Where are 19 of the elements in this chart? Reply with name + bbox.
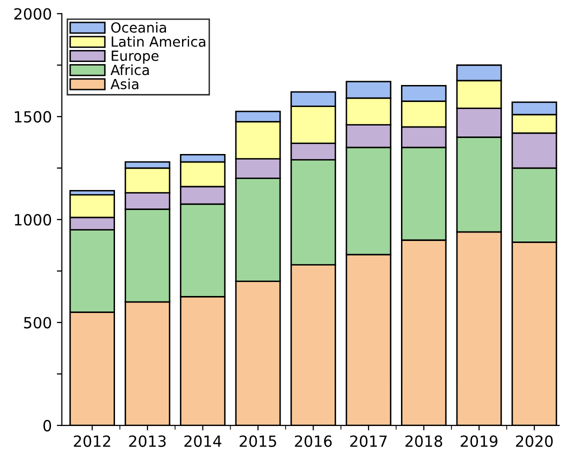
x-tick-label: 2013: [129, 435, 166, 447]
y-tick-label: 1000: [14, 214, 52, 226]
x-tick-label: 2017: [350, 435, 387, 447]
x-tick-label: 2012: [74, 435, 110, 447]
x-tick-label: 2016: [294, 435, 332, 447]
legend-label: Oceania: [111, 22, 166, 33]
legend-label: Asia: [110, 78, 138, 90]
x-tick-label: 2014: [184, 435, 222, 447]
legend-label: Latin America: [112, 36, 206, 47]
y-tick-label: 2000: [14, 8, 52, 20]
y-tick-label: 1500: [14, 111, 52, 123]
x-tick-label: 2015: [240, 435, 276, 447]
y-tick-label: 0: [43, 420, 52, 432]
legend-label: Europe: [112, 50, 159, 64]
y-tick-label: 500: [24, 316, 52, 329]
x-tick-label: 2020: [516, 435, 553, 447]
x-tick-label: 2018: [405, 435, 442, 447]
x-tick-label: 2019: [460, 435, 498, 447]
legend-label: Africa: [110, 64, 149, 76]
